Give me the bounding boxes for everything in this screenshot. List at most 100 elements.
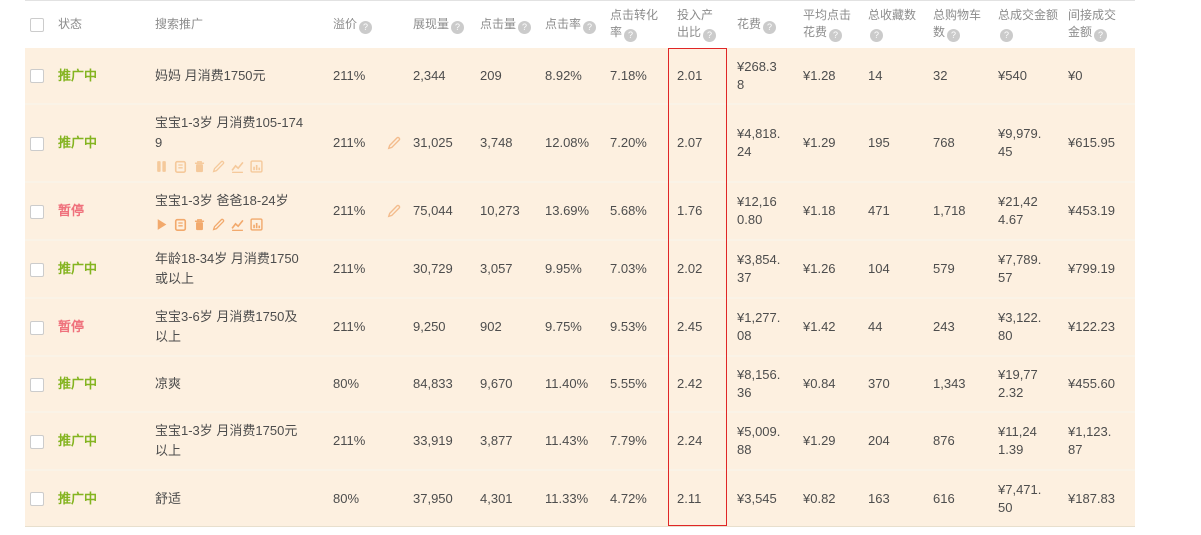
column-header-clicks: 点击量? — [480, 1, 545, 48]
row-checkbox[interactable] — [30, 262, 44, 277]
impressions-value: 84,833 — [413, 376, 453, 391]
help-icon[interactable]: ? — [763, 20, 777, 34]
promotion-name[interactable]: 宝宝1-3岁 爸爸18-24岁 — [155, 193, 289, 208]
row-checkbox[interactable] — [30, 434, 44, 449]
promotion-name-cell: 凉爽 — [155, 356, 333, 412]
help-icon[interactable]: ? — [583, 20, 597, 34]
row-checkbox-cell — [25, 240, 58, 298]
pencil-icon[interactable] — [212, 215, 225, 233]
conv-rate-value: 7.03% — [610, 261, 647, 276]
premium-value: 211% — [333, 203, 366, 218]
promotion-name[interactable]: 舒适 — [155, 490, 182, 506]
carts-value: 876 — [933, 433, 955, 448]
avg-click-cost-value: ¥0.84 — [803, 376, 836, 391]
ctr-value: 12.08% — [545, 135, 590, 150]
table-row: 暂停 宝宝3-6岁 月消费1750及以上 211% 9,250 902 9.75… — [25, 298, 1135, 356]
line-chart-icon[interactable] — [231, 157, 244, 175]
play-icon[interactable] — [155, 215, 168, 233]
line-chart-icon[interactable] — [231, 215, 244, 233]
table-row: 推广中 舒适 80% 37,950 4,301 11.33% 4.72% 2.1… — [25, 470, 1135, 526]
bar-chart-icon[interactable] — [250, 215, 263, 233]
cost-value: ¥3,854.37 — [737, 252, 781, 285]
help-icon[interactable]: ? — [1000, 29, 1013, 42]
help-icon[interactable]: ? — [829, 29, 843, 42]
column-header-name: 搜索推广 — [155, 1, 333, 48]
carts-value: 32 — [933, 67, 948, 83]
help-icon[interactable]: ? — [451, 20, 465, 34]
cost-value: ¥8,156.36 — [737, 367, 781, 400]
clipboard-icon[interactable] — [174, 157, 187, 175]
trash-icon[interactable] — [193, 157, 206, 175]
premium-cell: 80% — [333, 470, 413, 526]
ctr-value: 11.33% — [545, 490, 589, 506]
status-cell: 暂停 — [58, 298, 155, 356]
help-icon[interactable]: ? — [870, 29, 883, 42]
indirect-amount-value: ¥453.19 — [1068, 203, 1115, 218]
promotion-name[interactable]: 凉爽 — [155, 376, 182, 391]
clicks-value: 9,670 — [480, 376, 513, 391]
premium-cell: 211% — [333, 48, 413, 104]
promotion-name[interactable]: 妈妈 月消费1750元 — [155, 67, 266, 83]
row-checkbox[interactable] — [30, 204, 44, 219]
row-checkbox[interactable] — [30, 69, 44, 84]
total-amount-value: ¥9,979.45 — [998, 126, 1042, 159]
help-icon[interactable]: ? — [359, 20, 373, 34]
bar-chart-icon[interactable] — [250, 157, 263, 175]
promotion-name-cell: 妈妈 月消费1750元 — [155, 48, 333, 104]
status-badge: 推广中 — [58, 376, 98, 391]
avg-click-cost-value: ¥1.26 — [803, 261, 836, 276]
column-header-favorites: 总收藏数? — [868, 1, 933, 48]
help-icon[interactable]: ? — [703, 29, 717, 42]
avg-click-cost-value: ¥1.28 — [803, 67, 836, 83]
promotion-name[interactable]: 年龄18-34岁 月消费1750或以上 — [155, 251, 299, 286]
status-badge: 推广中 — [58, 490, 98, 506]
conv-rate-value: 9.53% — [610, 319, 647, 334]
column-header-conv_rate: 点击转化率? — [610, 1, 668, 48]
promotion-name-cell: 宝宝1-3岁 爸爸18-24岁 — [155, 182, 333, 240]
row-checkbox[interactable] — [30, 320, 44, 335]
favorites-value: 44 — [868, 319, 883, 334]
column-header-label: 状态 — [58, 17, 83, 31]
help-icon[interactable]: ? — [947, 29, 961, 42]
row-checkbox[interactable] — [30, 377, 44, 392]
indirect-amount-value: ¥615.95 — [1068, 135, 1115, 150]
avg-click-cost-value: ¥1.18 — [803, 203, 836, 218]
roi-value: 2.42 — [677, 376, 703, 391]
ctr-value: 9.75% — [545, 319, 582, 334]
status-badge: 推广中 — [58, 135, 98, 150]
status-badge: 推广中 — [58, 433, 98, 448]
conv-rate-value: 5.68% — [610, 203, 647, 218]
edit-premium-icon[interactable] — [387, 204, 401, 218]
clipboard-icon[interactable] — [174, 215, 187, 233]
trash-icon[interactable] — [193, 215, 206, 233]
premium-cell: 211% — [333, 104, 413, 182]
help-icon[interactable]: ? — [1094, 29, 1108, 42]
column-header-cost: 花费? — [727, 1, 803, 48]
select-all-checkbox[interactable] — [30, 17, 44, 32]
promotion-name-cell: 宝宝1-3岁 月消费1750元以上 — [155, 412, 333, 470]
roi-value: 2.11 — [677, 490, 702, 506]
favorites-value: 471 — [868, 203, 890, 218]
indirect-amount-value: ¥1,123.87 — [1068, 424, 1112, 457]
promotion-name[interactable]: 宝宝3-6岁 月消费1750及以上 — [155, 309, 298, 344]
promotion-name[interactable]: 宝宝1-3岁 月消费105-1749 — [155, 115, 304, 150]
indirect-amount-value: ¥799.19 — [1068, 261, 1115, 276]
carts-value: 1,343 — [933, 376, 966, 391]
promotion-name[interactable]: 宝宝1-3岁 月消费1750元以上 — [155, 423, 298, 458]
clicks-value: 902 — [480, 319, 502, 334]
pencil-icon[interactable] — [212, 157, 225, 175]
conv-rate-value: 7.18% — [610, 67, 647, 83]
premium-value: 80% — [333, 376, 360, 391]
help-icon[interactable]: ? — [624, 29, 638, 42]
edit-premium-icon[interactable] — [387, 136, 401, 150]
column-header-premium: 溢价? — [333, 1, 413, 48]
row-checkbox[interactable] — [30, 136, 44, 151]
pause-icon[interactable] — [155, 157, 168, 175]
total-amount-value: ¥21,424.67 — [998, 194, 1038, 227]
status-badge: 暂停 — [58, 319, 85, 334]
help-icon[interactable]: ? — [518, 20, 532, 34]
table-body: 推广中 妈妈 月消费1750元 211% 2,344 209 8.92% 7.1… — [25, 48, 1135, 526]
row-checkbox[interactable] — [30, 492, 44, 507]
row-checkbox-cell — [25, 470, 58, 526]
impressions-value: 75,044 — [413, 203, 453, 218]
